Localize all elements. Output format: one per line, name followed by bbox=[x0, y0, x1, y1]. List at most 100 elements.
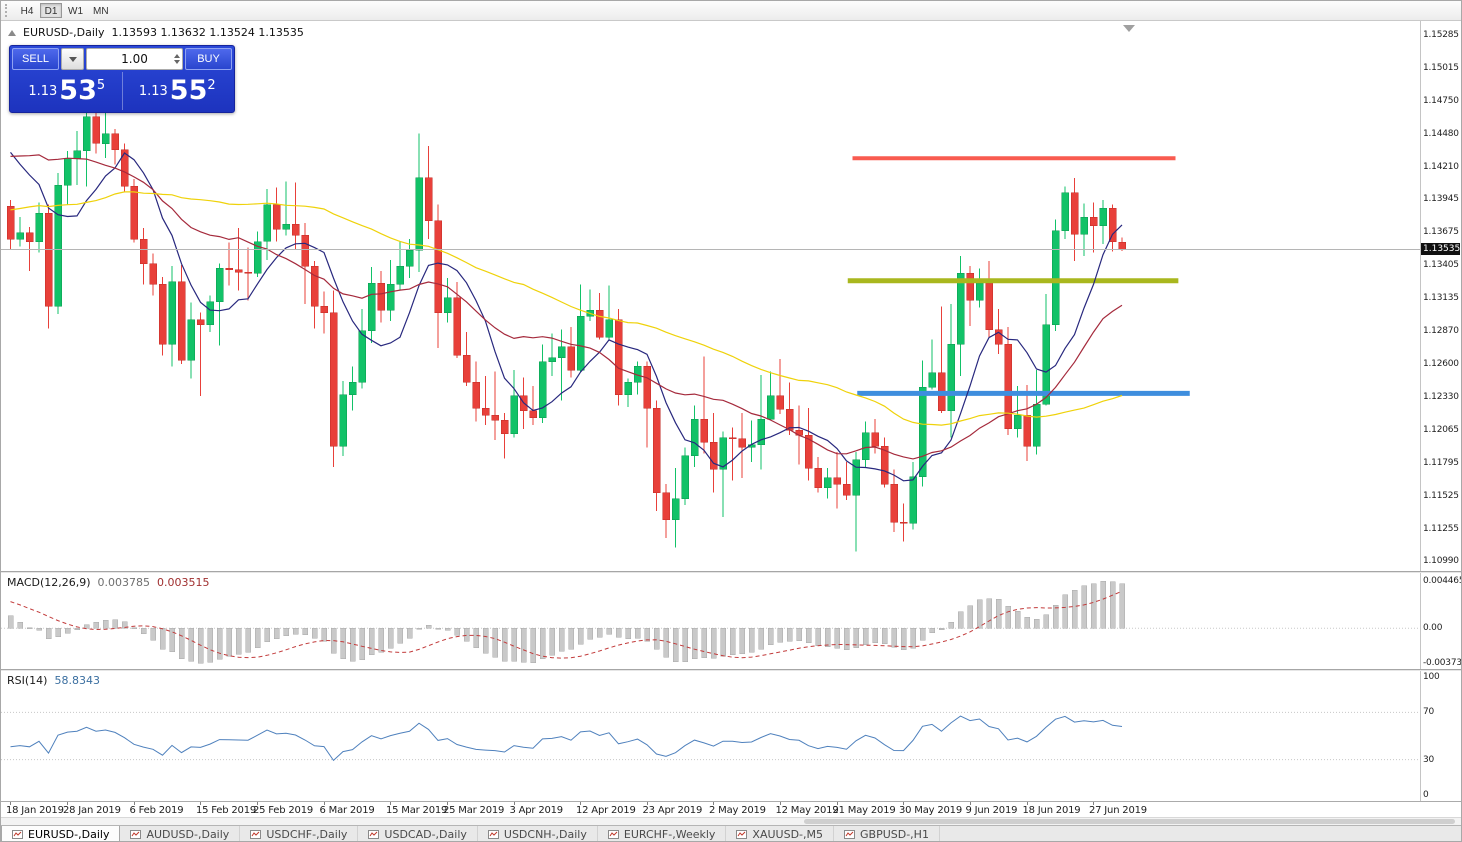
price-axis-label: 1.12870 bbox=[1423, 325, 1459, 336]
price-axis: 1.15285 1.15015 1.14750 1.14480 1.14210 1.139… bbox=[1420, 21, 1461, 571]
price-axis-label: 1.14210 bbox=[1423, 161, 1459, 172]
date-axis-label: 9 Jun 2019 bbox=[965, 805, 1018, 816]
chart-ohlc-header: EURUSD-,Daily 1.13593 1.13632 1.13524 1.… bbox=[8, 26, 304, 39]
volume-decrease-button[interactable] bbox=[61, 48, 84, 70]
timeframe-button-h4[interactable]: H4 bbox=[16, 3, 38, 18]
date-axis-label: 3 Apr 2019 bbox=[509, 805, 564, 816]
panel-splitter[interactable] bbox=[1, 669, 1461, 671]
sell-button[interactable]: SELL bbox=[12, 48, 59, 70]
rsi-value: 58.8343 bbox=[54, 674, 100, 687]
one-click-trading-panel: SELL 1.00 BUY 1.13 53 5 1. bbox=[9, 45, 235, 113]
chart-tab-eurusd-daily[interactable]: EURUSD-,Daily bbox=[1, 826, 121, 841]
chart-tab-usdchf-daily[interactable]: USDCHF-,Daily bbox=[240, 826, 359, 841]
macd-canvas[interactable] bbox=[1, 573, 1422, 669]
macd-signal-value: 0.003515 bbox=[157, 576, 210, 589]
mini-chart-icon bbox=[487, 830, 499, 839]
chart-tab-label: EURUSD-,Daily bbox=[28, 828, 110, 841]
date-tick bbox=[969, 802, 971, 805]
price-axis-label: 1.11795 bbox=[1423, 457, 1459, 468]
chart-shift-marker-icon[interactable] bbox=[1123, 25, 1135, 32]
date-axis-label: 18 Jun 2019 bbox=[1022, 805, 1081, 816]
chart-tab-eurchf-weekly[interactable]: EURCHF-,Weekly bbox=[598, 826, 727, 841]
main-chart-panel: 1.15285 1.15015 1.14750 1.14480 1.14210 1.139… bbox=[1, 21, 1461, 571]
buy-price-pipette: 2 bbox=[207, 78, 216, 93]
date-tick bbox=[580, 802, 581, 805]
sell-price[interactable]: 1.13 53 5 bbox=[12, 72, 122, 110]
date-axis-label: 18 Jan 2019 bbox=[6, 805, 64, 816]
date-tick bbox=[1026, 802, 1028, 805]
macd-histogram bbox=[7, 580, 1125, 664]
price-axis-label: 1.15015 bbox=[1423, 63, 1459, 74]
volume-input[interactable]: 1.00 bbox=[86, 48, 183, 70]
mini-chart-icon bbox=[12, 830, 23, 839]
date-axis-label: 12 May 2019 bbox=[775, 805, 839, 816]
chart-tab-audusd-daily[interactable]: AUDUSD-,Daily bbox=[120, 826, 241, 841]
main-chart-canvas[interactable] bbox=[1, 21, 1422, 571]
rsi-axis: 100 70 30 0 bbox=[1420, 671, 1461, 801]
price-axis-label: 1.13135 bbox=[1423, 293, 1459, 304]
date-axis-label: 15 Feb 2019 bbox=[196, 805, 257, 816]
date-tick bbox=[257, 802, 258, 805]
chart-tab-label: GBPUSD-,H1 bbox=[860, 828, 929, 841]
price-axis-label: 1.11255 bbox=[1423, 523, 1459, 534]
date-axis-label: 2 May 2019 bbox=[709, 805, 766, 816]
mini-chart-icon bbox=[130, 830, 142, 839]
date-tick bbox=[447, 802, 448, 805]
macd-axis-label: 0.004465 bbox=[1423, 576, 1461, 586]
mini-chart-icon bbox=[368, 830, 380, 839]
buy-price-pips: 55 bbox=[169, 75, 208, 106]
date-tick bbox=[67, 802, 68, 805]
volume-spinner[interactable] bbox=[174, 51, 180, 67]
rsi-axis-label: 100 bbox=[1423, 672, 1440, 682]
price-axis-label: 1.14480 bbox=[1423, 128, 1459, 139]
timeframe-button-w1[interactable]: W1 bbox=[64, 3, 87, 18]
mini-chart-icon bbox=[607, 830, 619, 839]
rsi-line bbox=[10, 715, 1123, 762]
chart-tab-gbpusd-h1[interactable]: GBPUSD-,H1 bbox=[834, 826, 940, 841]
price-axis-label: 1.12600 bbox=[1423, 358, 1459, 369]
date-axis-label: 15 Mar 2019 bbox=[386, 805, 448, 816]
date-tick bbox=[200, 802, 201, 805]
chart-tab-usdcad-daily[interactable]: USDCAD-,Daily bbox=[358, 826, 478, 841]
rsi-canvas[interactable] bbox=[1, 671, 1422, 801]
rsi-label: RSI(14) bbox=[7, 674, 48, 687]
toolbar-grip-icon[interactable] bbox=[5, 4, 11, 17]
chart-tab-label: USDCAD-,Daily bbox=[384, 828, 467, 841]
chart-tab-xauusd-m5[interactable]: XAUUSD-,M5 bbox=[726, 826, 834, 841]
macd-signal-line bbox=[10, 590, 1123, 659]
rsi-axis-label: 70 bbox=[1423, 707, 1435, 718]
moving-average-50 bbox=[10, 191, 1123, 426]
candles-layer bbox=[6, 100, 1126, 552]
date-tick bbox=[779, 802, 781, 805]
rsi-axis-label: 0 bbox=[1423, 790, 1429, 800]
chart-tab-label: EURCHF-,Weekly bbox=[623, 828, 716, 841]
chart-tabs-bar: EURUSD-,Daily AUDUSD-,Daily USDCHF-,Daily U… bbox=[1, 825, 1461, 841]
chart-tab-usdcnh-daily[interactable]: USDCNH-,Daily bbox=[478, 826, 598, 841]
timeframe-button-d1[interactable]: D1 bbox=[40, 3, 62, 18]
horizontal-scrollbar-thumb[interactable] bbox=[804, 819, 1456, 824]
horizontal-scrollbar[interactable] bbox=[1, 817, 1461, 825]
price-axis-label: 1.12330 bbox=[1423, 392, 1459, 403]
date-axis-label: 25 Feb 2019 bbox=[253, 805, 314, 816]
panel-splitter[interactable] bbox=[1, 571, 1461, 573]
chart-tab-label: USDCHF-,Daily bbox=[266, 828, 348, 841]
macd-label: MACD(12,26,9) bbox=[7, 576, 91, 589]
rsi-header: RSI(14) 58.8343 bbox=[7, 674, 100, 687]
date-axis-label: 21 May 2019 bbox=[832, 805, 896, 816]
sell-price-prefix: 1.13 bbox=[28, 84, 58, 99]
buy-price[interactable]: 1.13 55 2 bbox=[121, 72, 233, 110]
bid-ask-display: 1.13 53 5 1.13 55 2 bbox=[12, 72, 232, 110]
date-axis-label: 27 Jun 2019 bbox=[1089, 805, 1147, 816]
buy-button[interactable]: BUY bbox=[185, 48, 232, 70]
date-tick bbox=[1093, 802, 1094, 805]
rsi-axis-label: 30 bbox=[1423, 754, 1435, 765]
chart-tab-label: AUDUSD-,Daily bbox=[146, 828, 230, 841]
date-tick bbox=[133, 802, 135, 805]
collapse-trade-panel-icon[interactable] bbox=[8, 29, 16, 36]
price-axis-label: 1.15285 bbox=[1423, 30, 1459, 41]
timeframe-button-mn[interactable]: MN bbox=[89, 3, 113, 18]
arrow-down-icon bbox=[174, 60, 180, 67]
price-axis-label: 1.13405 bbox=[1423, 260, 1459, 271]
moving-average-20 bbox=[10, 154, 1123, 460]
